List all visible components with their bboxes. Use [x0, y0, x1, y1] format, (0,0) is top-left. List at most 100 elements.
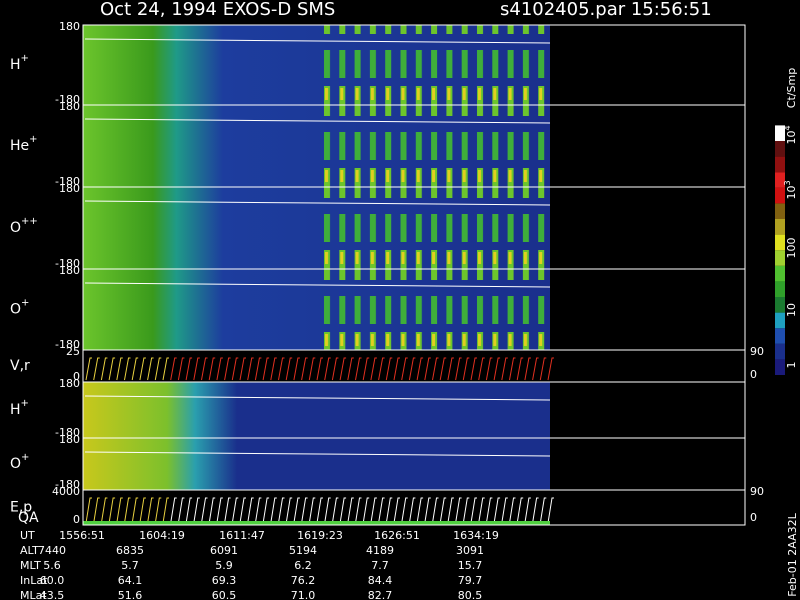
sweep [278, 497, 285, 524]
row-value: 7.7 [371, 559, 389, 572]
y2-tick-label: 0 [750, 511, 757, 524]
sweep [85, 357, 92, 381]
tick-exp: 4 [783, 125, 792, 130]
sweep [401, 497, 408, 524]
sweep [247, 357, 254, 381]
sweep [239, 357, 246, 381]
sweep [185, 357, 193, 381]
row-value: 7440 [38, 544, 66, 557]
colorbar-cell [775, 297, 785, 313]
label-charge: + [21, 53, 29, 64]
colorbar-title: Ct/Smp [785, 68, 798, 108]
sweep [162, 497, 169, 524]
label-text: E,p [10, 500, 32, 516]
label-text: V,r [10, 358, 30, 374]
row-label: MLat [20, 589, 47, 600]
sweep [270, 357, 277, 381]
spectrogram-stripes [322, 25, 548, 105]
row-value: 5.7 [121, 559, 139, 572]
sweep [293, 357, 300, 381]
row-value: 64.1 [118, 574, 143, 587]
y-tick-label: -180 [55, 257, 80, 270]
row-value: 6835 [116, 544, 144, 557]
sweep [116, 497, 123, 524]
colorbar-cell [775, 234, 785, 251]
qa-bar [83, 521, 550, 525]
y-tick-label: 180 [59, 100, 80, 113]
row-value: 82.7 [368, 589, 393, 600]
y-tick-label: 180 [59, 20, 80, 33]
sweep [301, 497, 308, 524]
sweep [485, 357, 493, 381]
sweep [124, 357, 131, 381]
row-label: InLat [20, 574, 48, 587]
colorbar-cell [775, 328, 785, 344]
panel-label: He+ [10, 134, 38, 154]
colorbar-cell [775, 312, 785, 329]
label-text: He [10, 138, 29, 154]
tick-base: 10 [785, 303, 798, 317]
label-charge: ++ [21, 216, 38, 227]
row-value: 1556:51 [59, 529, 105, 542]
y-tick-label: -180 [55, 175, 80, 188]
panel-label: O+ [10, 298, 29, 318]
y-tick-label: 25 [66, 345, 80, 358]
sweep [131, 357, 139, 381]
row-value: 1604:19 [139, 529, 185, 542]
sweep [432, 497, 439, 524]
trace [84, 38, 551, 44]
sweep [432, 357, 439, 381]
panel-label: H+ [10, 398, 29, 418]
row-value: 1634:19 [453, 529, 499, 542]
row-value: 51.6 [118, 589, 143, 600]
sweep [85, 497, 92, 524]
sweep [408, 497, 416, 524]
sweep [208, 497, 216, 524]
row-label: MLT [20, 559, 41, 572]
spectrogram-stripes [322, 187, 548, 269]
sweep [316, 357, 323, 381]
spectrogram [83, 438, 550, 490]
label-charge: + [21, 398, 29, 409]
sweep [532, 497, 539, 524]
sweep [339, 497, 347, 524]
tick-base: 10 [785, 186, 798, 200]
sweep [254, 357, 262, 381]
spectrogram-stripes [322, 269, 548, 350]
y-tick-label: -180 [55, 338, 80, 351]
row-value: 15.7 [458, 559, 483, 572]
sweep [370, 357, 377, 381]
label-charge: + [29, 134, 37, 145]
sweep [216, 357, 223, 381]
sweep [154, 497, 162, 524]
y-tick-label: 0 [73, 513, 80, 526]
label-charge: + [21, 452, 29, 463]
row-value: 1611:47 [219, 529, 265, 542]
y-tick-label: 4000 [52, 485, 80, 498]
row-value: 1619:23 [297, 529, 343, 542]
sweep [293, 497, 300, 524]
sweep [139, 497, 146, 524]
row-value: 6091 [210, 544, 238, 557]
sweep [231, 357, 239, 381]
sweep [201, 357, 208, 381]
sweep [278, 357, 285, 381]
label-text: O [10, 220, 21, 236]
sweep [524, 357, 531, 381]
sweep [539, 497, 547, 524]
colorbar-cell [775, 172, 785, 188]
plots: H+180-180He+180-180O++180-180O+180-180V,… [10, 20, 764, 526]
colorbar-tick-label: 103 [783, 180, 799, 199]
label-charge: + [21, 298, 29, 309]
colorbar-cell [775, 125, 785, 141]
sweep [447, 357, 454, 381]
sweep [378, 497, 385, 524]
sweep [331, 497, 339, 524]
sweep [370, 497, 377, 524]
tick-base: 100 [785, 238, 798, 259]
colorbar-cell [775, 219, 785, 235]
sweep [201, 497, 208, 524]
sweep [170, 497, 177, 524]
file-name: s4102405.par 15:56:51 [500, 0, 712, 20]
